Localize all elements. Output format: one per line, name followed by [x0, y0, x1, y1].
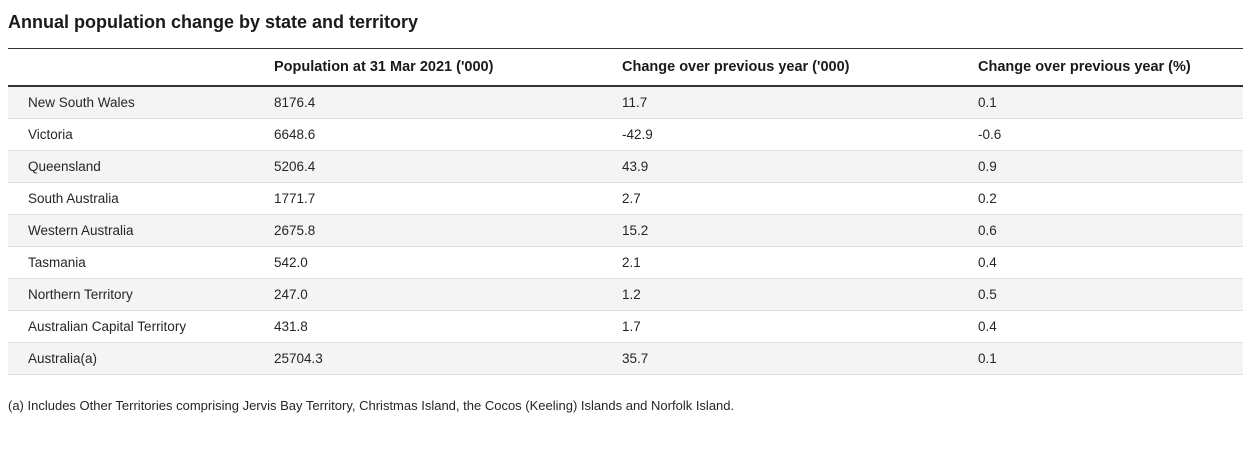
change-pct-cell: 0.4 [958, 246, 1243, 279]
state-name-cell: Western Australia [8, 214, 254, 247]
change-pct-cell: 0.4 [958, 310, 1243, 343]
table-header: Population at 31 Mar 2021 ('000) Change … [8, 48, 1243, 87]
change-000-cell: 2.1 [602, 246, 958, 279]
change-000-cell: 43.9 [602, 150, 958, 183]
state-name-cell: Northern Territory [8, 278, 254, 311]
column-header-population: Population at 31 Mar 2021 ('000) [254, 48, 602, 87]
table-row: Queensland 5206.4 43.9 0.9 [8, 150, 1243, 183]
change-pct-cell: -0.6 [958, 118, 1243, 151]
table-row: Australia(a) 25704.3 35.7 0.1 [8, 342, 1243, 375]
column-header-change-000: Change over previous year ('000) [602, 48, 958, 87]
population-cell: 2675.8 [254, 214, 602, 247]
table-row: Tasmania 542.0 2.1 0.4 [8, 246, 1243, 279]
state-name-cell: Australia(a) [8, 342, 254, 375]
population-cell: 25704.3 [254, 342, 602, 375]
table-row: New South Wales 8176.4 11.7 0.1 [8, 86, 1243, 119]
state-name-cell: New South Wales [8, 86, 254, 119]
population-cell: 247.0 [254, 278, 602, 311]
change-pct-cell: 0.5 [958, 278, 1243, 311]
change-000-cell: 2.7 [602, 182, 958, 215]
state-name-cell: Tasmania [8, 246, 254, 279]
table-row: South Australia 1771.7 2.7 0.2 [8, 182, 1243, 215]
change-000-cell: 15.2 [602, 214, 958, 247]
table-row: Australian Capital Territory 431.8 1.7 0.4 [8, 310, 1243, 343]
population-cell: 6648.6 [254, 118, 602, 151]
population-cell: 1771.7 [254, 182, 602, 215]
change-000-cell: 1.7 [602, 310, 958, 343]
population-cell: 5206.4 [254, 150, 602, 183]
population-cell: 431.8 [254, 310, 602, 343]
footnote: (a) Includes Other Territories comprisin… [8, 398, 735, 413]
table-row: Victoria 6648.6 -42.9 -0.6 [8, 118, 1243, 151]
change-000-cell: -42.9 [602, 118, 958, 151]
population-table: Population at 31 Mar 2021 ('000) Change … [8, 48, 1243, 375]
change-pct-cell: 0.1 [958, 86, 1243, 119]
change-000-cell: 35.7 [602, 342, 958, 375]
change-pct-cell: 0.1 [958, 342, 1243, 375]
state-name-cell: South Australia [8, 182, 254, 215]
state-name-cell: Australian Capital Territory [8, 310, 254, 343]
change-000-cell: 11.7 [602, 86, 958, 119]
state-name-cell: Queensland [8, 150, 254, 183]
population-cell: 8176.4 [254, 86, 602, 119]
header-row: Population at 31 Mar 2021 ('000) Change … [8, 48, 1243, 87]
population-cell: 542.0 [254, 246, 602, 279]
change-pct-cell: 0.2 [958, 182, 1243, 215]
table-row: Northern Territory 247.0 1.2 0.5 [8, 278, 1243, 311]
column-header-change-pct: Change over previous year (%) [958, 48, 1243, 87]
change-pct-cell: 0.6 [958, 214, 1243, 247]
table-row: Western Australia 2675.8 15.2 0.6 [8, 214, 1243, 247]
change-pct-cell: 0.9 [958, 150, 1243, 183]
table-body: New South Wales 8176.4 11.7 0.1 Victoria 6648… [8, 86, 1243, 375]
state-name-cell: Victoria [8, 118, 254, 151]
column-header-state [8, 48, 254, 87]
change-000-cell: 1.2 [602, 278, 958, 311]
page-title: Annual population change by state and te… [8, 12, 419, 32]
